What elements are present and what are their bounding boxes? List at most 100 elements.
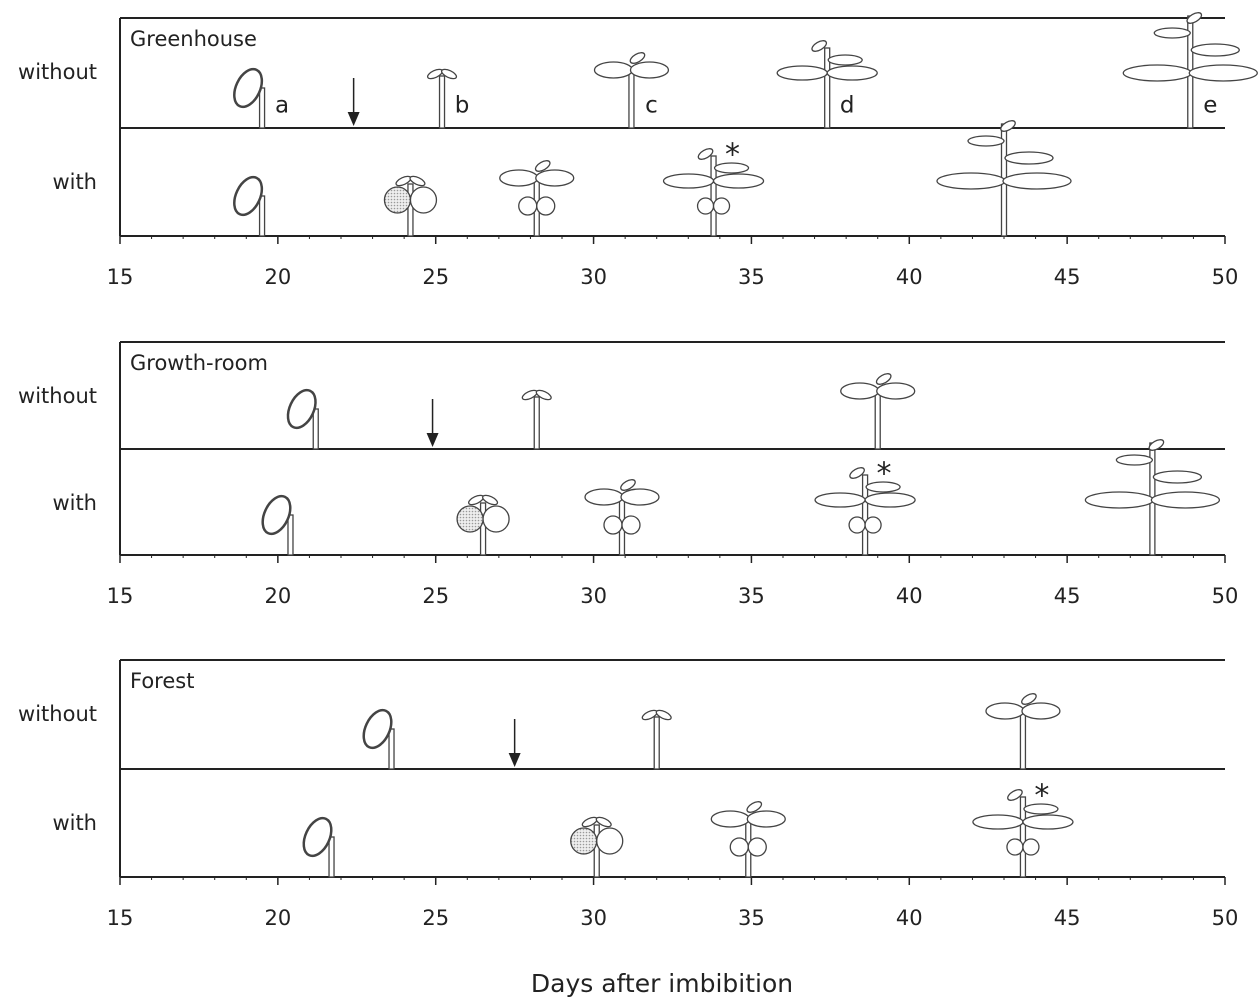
stem (710, 155, 717, 237)
seedling (936, 120, 1072, 237)
seedling (840, 373, 916, 450)
leaf (1000, 120, 1016, 132)
panel-title: Greenhouse (130, 27, 257, 51)
x-tick-label: 40 (896, 906, 923, 930)
root (729, 837, 749, 857)
leaf (595, 816, 612, 828)
stem (824, 47, 831, 129)
leaf (1023, 803, 1059, 815)
row-label: with (52, 170, 97, 194)
leaf (1190, 43, 1240, 57)
seedling (233, 67, 266, 129)
leaf (876, 382, 916, 400)
stem (479, 502, 487, 556)
leaf (1084, 491, 1155, 509)
leaf (1115, 454, 1154, 466)
x-tick-label: 15 (107, 265, 134, 289)
row-label: with (52, 811, 97, 835)
leaf (1148, 439, 1165, 451)
seed (286, 388, 317, 430)
leaf (620, 479, 636, 491)
seedling (662, 148, 765, 237)
x-tick-label: 50 (1212, 906, 1239, 930)
stem (861, 474, 869, 556)
row-label: without (18, 384, 97, 408)
leaf (1152, 470, 1203, 484)
arrow-head (508, 753, 521, 767)
leaf (827, 54, 863, 66)
leaf (746, 810, 786, 828)
stage-label: d (840, 93, 855, 119)
seed (302, 816, 333, 858)
stem (258, 87, 266, 129)
leaf (697, 148, 714, 160)
x-tick-label: 25 (422, 265, 449, 289)
seedling (302, 816, 335, 878)
leaf (972, 814, 1024, 830)
root (603, 515, 623, 535)
seedling (261, 494, 294, 556)
root (848, 516, 866, 534)
arrow-head (426, 433, 439, 447)
cotyledon (482, 505, 510, 533)
leaf (864, 492, 916, 508)
root (621, 515, 641, 535)
seedling (776, 40, 878, 129)
seedling (1084, 439, 1221, 556)
seedling (383, 175, 438, 237)
leaf (840, 382, 880, 400)
leaf (1153, 27, 1191, 39)
x-tick-label: 30 (580, 906, 607, 930)
leaf (440, 68, 458, 80)
inoculation-arrow (426, 399, 439, 447)
root (536, 196, 556, 216)
seedling (985, 693, 1061, 770)
leaf (535, 169, 575, 187)
leaf (936, 172, 1006, 190)
x-tick-label: 40 (896, 265, 923, 289)
leaf (499, 169, 539, 187)
leaf (865, 481, 901, 493)
x-tick-label: 20 (264, 265, 291, 289)
x-tick-label: 25 (422, 906, 449, 930)
seedling (641, 709, 672, 770)
stem (388, 728, 395, 770)
row-label: without (18, 60, 97, 84)
seedling (570, 816, 624, 878)
x-tick-label: 30 (580, 265, 607, 289)
x-tick-label: 40 (896, 584, 923, 608)
root (696, 197, 715, 215)
cotyledon (456, 505, 484, 533)
leaf (593, 61, 634, 79)
seedling (426, 68, 458, 129)
x-tick-label: 25 (422, 584, 449, 608)
cotyledon (409, 186, 438, 214)
annotation: * (877, 457, 892, 492)
stem (438, 75, 446, 129)
stem (1019, 796, 1027, 878)
seedling (584, 479, 660, 556)
cotyledon (383, 186, 412, 214)
x-tick-label: 15 (107, 906, 134, 930)
stem (287, 514, 294, 556)
arrow-head (347, 112, 360, 126)
seedling (1122, 12, 1258, 129)
leaf (710, 810, 750, 828)
seed (261, 494, 292, 536)
leaf (826, 65, 878, 81)
leaf (662, 173, 715, 189)
x-tick-label: 45 (1054, 265, 1081, 289)
stem (328, 836, 335, 878)
leaf (1021, 693, 1037, 705)
cotyledon (596, 827, 624, 855)
panel-title: Forest (130, 669, 194, 693)
leaf (849, 467, 865, 479)
root (1022, 838, 1040, 856)
leaf (1002, 172, 1072, 190)
seed (233, 67, 264, 109)
seedling (233, 175, 266, 237)
leaf (1150, 491, 1221, 509)
leaf (776, 65, 828, 81)
x-tick-label: 50 (1212, 584, 1239, 608)
